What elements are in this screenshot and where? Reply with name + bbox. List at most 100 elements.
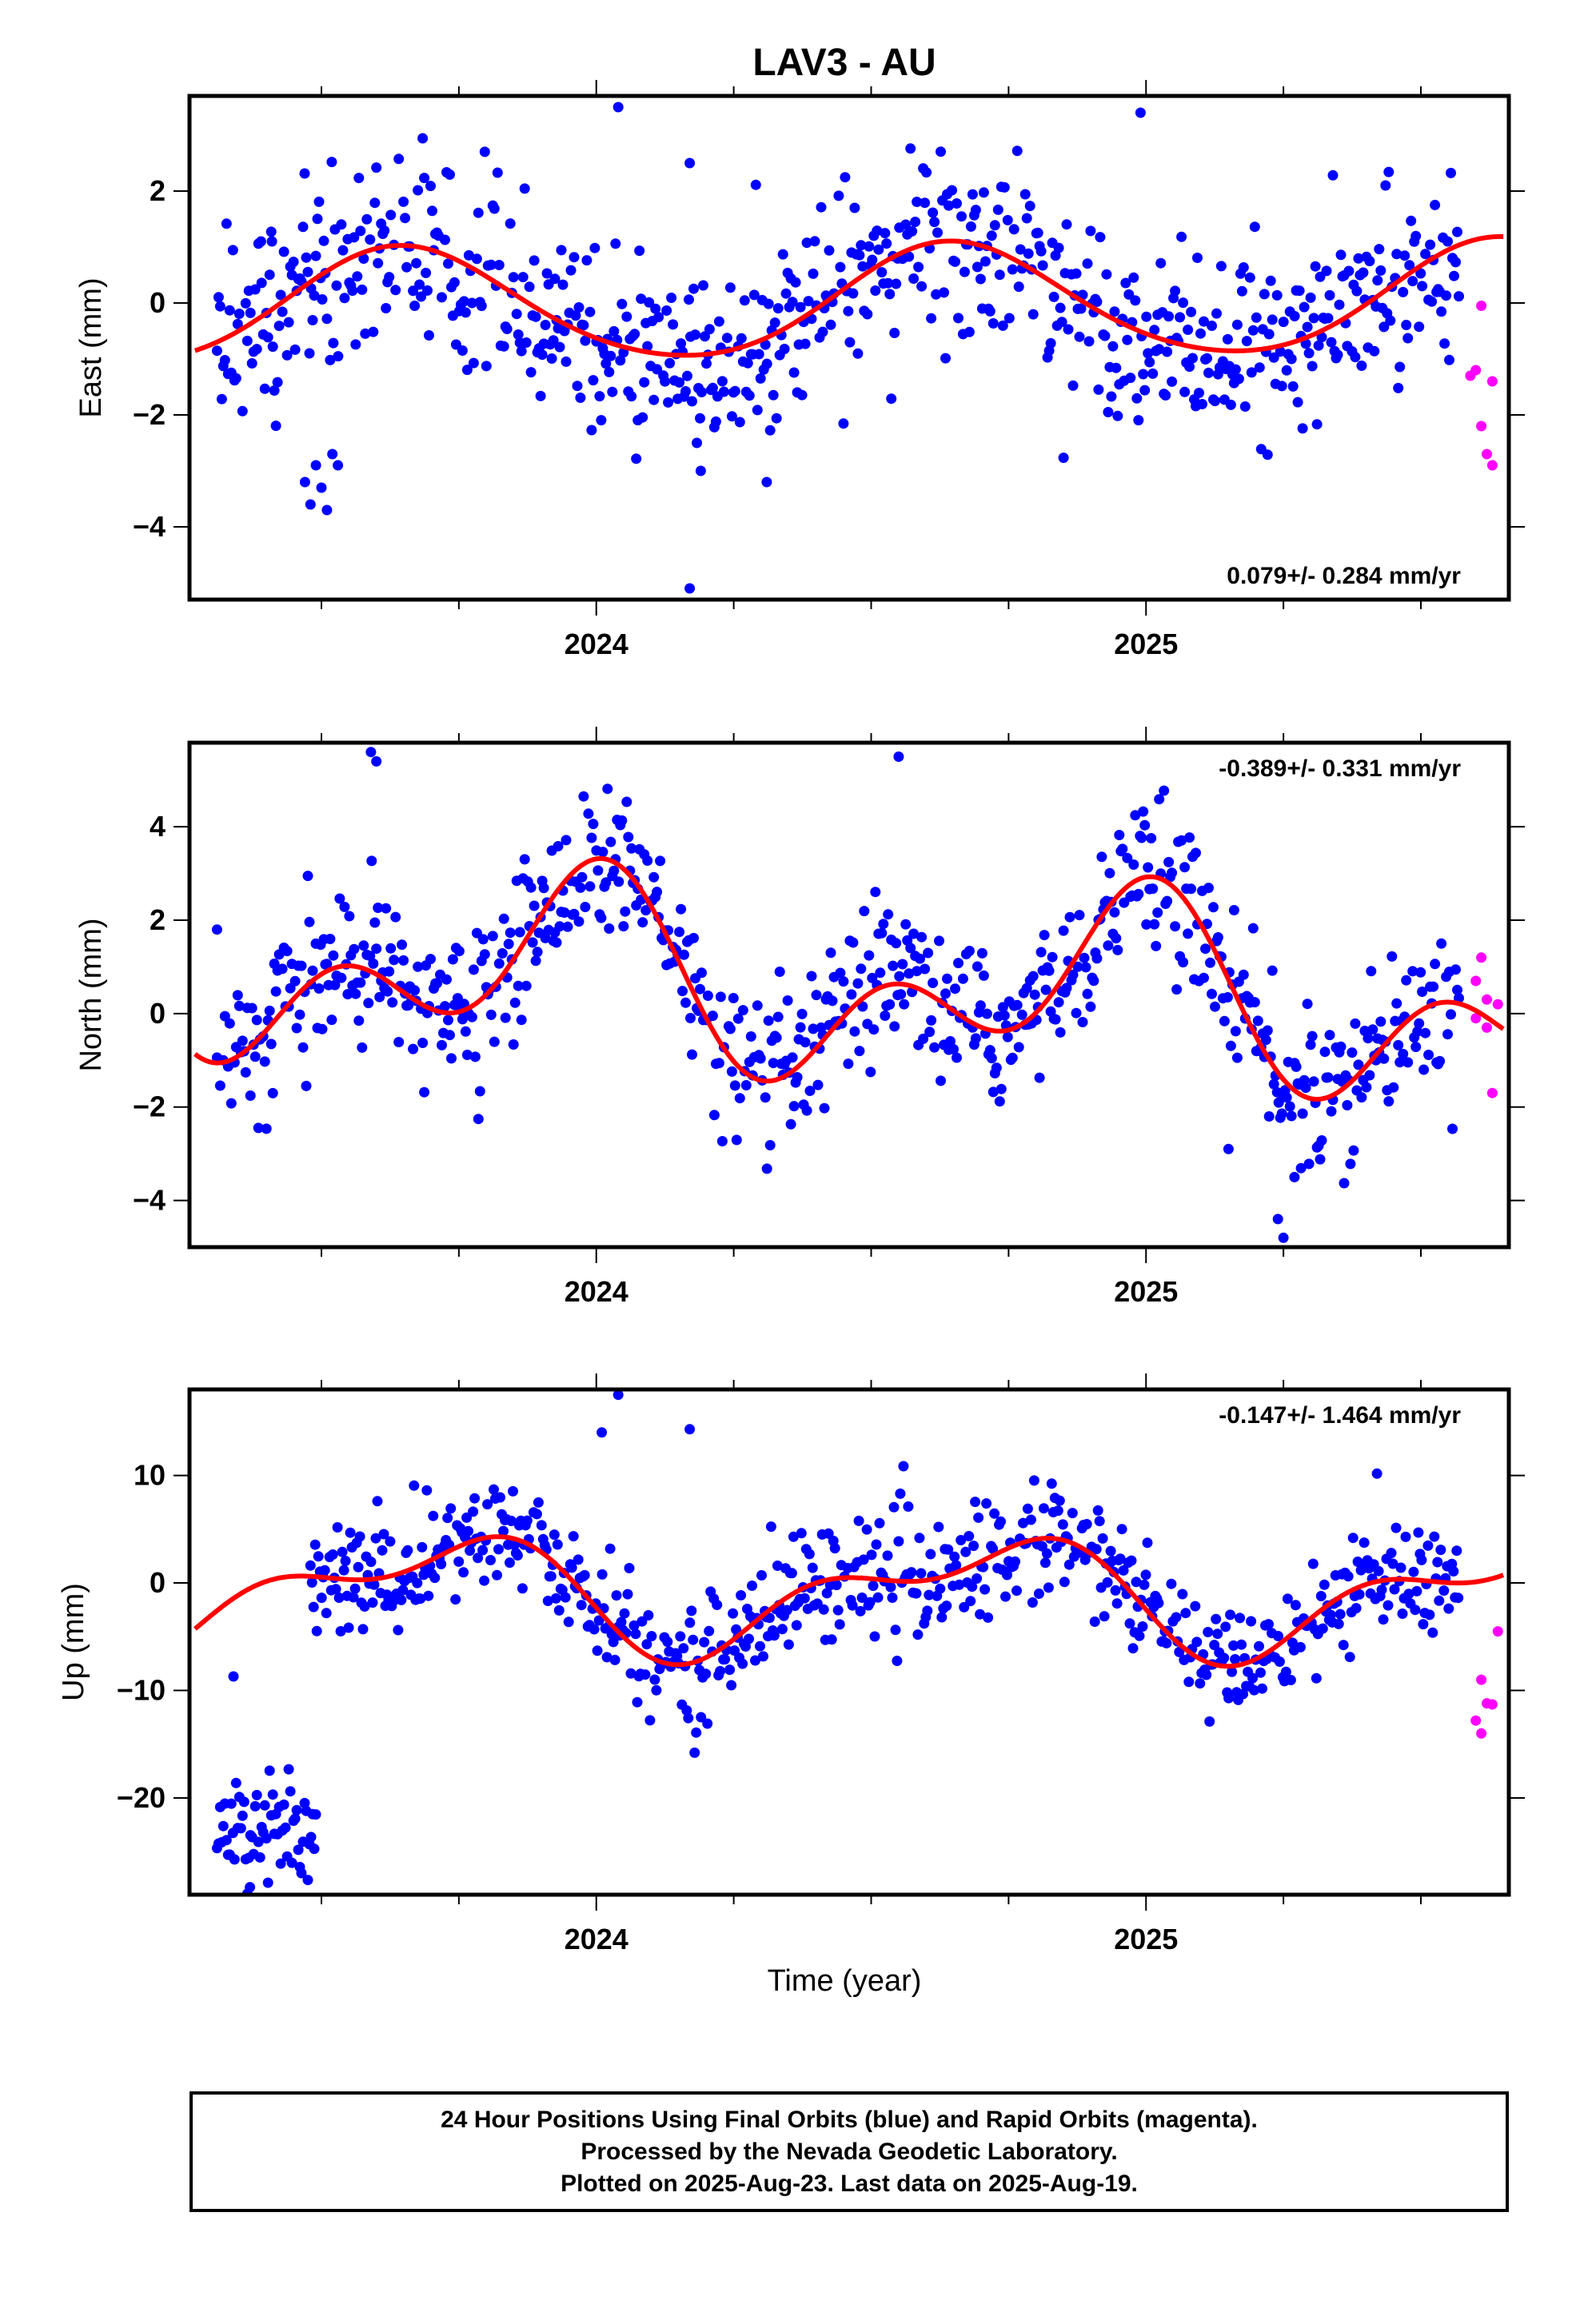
final-orbit-point xyxy=(417,1038,429,1048)
final-orbit-point xyxy=(360,328,371,339)
final-orbit-point xyxy=(1423,1050,1434,1060)
final-orbit-point xyxy=(600,877,612,888)
panel-2: 2024 2025 −4 −2 0 2 4 North (mm) -0.389+/- 0.331… xyxy=(74,727,1525,1308)
final-orbit-point xyxy=(530,955,541,967)
final-orbit-point xyxy=(687,1049,697,1060)
final-orbit-point xyxy=(884,999,896,1010)
final-orbit-point xyxy=(960,1546,972,1557)
final-orbit-point xyxy=(785,1118,796,1130)
final-orbit-point xyxy=(445,169,455,180)
final-orbit-point xyxy=(768,389,779,401)
final-orbit-point xyxy=(1452,984,1462,995)
final-orbit-point xyxy=(460,1026,471,1037)
final-orbit-point xyxy=(259,1800,270,1811)
final-orbit-point xyxy=(447,954,458,965)
final-orbit-point xyxy=(573,916,585,927)
final-orbit-point xyxy=(359,1601,370,1612)
final-orbit-point xyxy=(696,387,707,397)
final-orbit-point xyxy=(1251,312,1262,323)
final-orbit-point xyxy=(1074,910,1085,921)
final-orbit-point xyxy=(884,289,896,300)
final-orbit-point xyxy=(1154,344,1165,355)
final-orbit-point xyxy=(378,1529,389,1540)
final-orbit-point xyxy=(1289,1171,1300,1182)
final-orbit-point xyxy=(335,1626,346,1636)
final-orbit-point xyxy=(698,280,708,291)
final-orbit-point xyxy=(934,935,944,947)
final-orbit-point xyxy=(1114,830,1125,840)
final-orbit-point xyxy=(489,203,500,214)
final-orbit-point xyxy=(1125,373,1136,384)
final-orbit-point xyxy=(941,1600,952,1612)
final-orbit-point xyxy=(495,1492,505,1503)
final-orbit-point xyxy=(729,385,740,397)
final-orbit-point xyxy=(803,296,814,307)
final-orbit-point xyxy=(640,1669,651,1680)
final-orbit-point xyxy=(720,1654,731,1665)
final-orbit-point xyxy=(731,1624,742,1635)
final-orbit-point xyxy=(509,1540,520,1550)
final-orbit-point xyxy=(1219,1652,1230,1664)
final-orbit-point xyxy=(726,1066,737,1077)
final-orbit-point xyxy=(916,931,928,943)
final-orbit-point xyxy=(402,1545,413,1556)
final-orbit-point xyxy=(343,1622,354,1633)
final-orbit-point xyxy=(932,227,943,238)
final-orbit-point xyxy=(951,1560,962,1571)
final-orbit-point xyxy=(786,1568,797,1579)
final-orbit-point xyxy=(1323,1072,1334,1083)
final-orbit-point xyxy=(1386,1548,1397,1559)
final-orbit-point xyxy=(630,1628,641,1640)
final-orbit-point xyxy=(1093,384,1104,395)
final-orbit-point xyxy=(674,377,685,388)
final-orbit-point xyxy=(889,328,900,338)
final-orbit-point xyxy=(1180,1608,1191,1619)
final-orbit-point xyxy=(1171,984,1183,995)
final-orbit-point xyxy=(800,1037,811,1048)
final-orbit-point xyxy=(498,341,509,352)
final-orbit-point xyxy=(509,997,521,1008)
final-orbit-point xyxy=(1408,1566,1419,1577)
final-orbit-point xyxy=(479,146,490,157)
final-orbit-point xyxy=(1152,907,1163,918)
final-orbit-point xyxy=(446,1053,457,1064)
final-orbit-point xyxy=(892,1656,903,1666)
final-orbit-point xyxy=(707,1011,718,1022)
footer-line-1: 24 Hour Positions Using Final Orbits (bl… xyxy=(441,2106,1258,2133)
final-orbit-point xyxy=(278,246,289,257)
final-orbit-point xyxy=(1326,1106,1337,1117)
final-orbit-point xyxy=(1383,166,1394,177)
final-orbit-point xyxy=(1290,1600,1301,1611)
final-orbit-point xyxy=(1056,317,1067,328)
final-orbit-point xyxy=(325,934,336,944)
final-orbit-point xyxy=(650,303,661,314)
final-orbit-point xyxy=(684,1424,696,1435)
final-orbit-point xyxy=(214,1080,225,1091)
final-orbit-point xyxy=(1420,1027,1431,1038)
final-orbit-point xyxy=(458,1567,469,1578)
final-orbit-point xyxy=(1375,1016,1386,1027)
final-orbit-point xyxy=(675,1631,686,1642)
panel-frame xyxy=(187,94,1511,602)
final-orbit-point xyxy=(275,289,286,301)
final-orbit-point xyxy=(768,1630,780,1641)
final-orbit-point xyxy=(1212,1628,1223,1640)
final-orbit-point xyxy=(724,1664,736,1676)
final-orbit-point xyxy=(984,1045,995,1056)
final-orbit-point xyxy=(398,955,409,966)
final-orbit-point xyxy=(389,955,400,966)
final-orbit-point xyxy=(521,980,532,991)
final-orbit-point xyxy=(942,973,952,984)
final-orbit-point xyxy=(608,1636,619,1648)
final-orbit-point xyxy=(953,313,964,324)
final-orbit-point xyxy=(1259,289,1270,300)
final-orbit-point xyxy=(891,278,902,289)
final-orbit-point xyxy=(211,924,222,935)
final-orbit-point xyxy=(610,238,621,249)
final-orbit-point xyxy=(1167,867,1178,879)
final-orbit-point xyxy=(896,989,907,1000)
final-orbit-point xyxy=(1244,272,1255,283)
final-orbit-point xyxy=(933,1521,944,1533)
final-orbit-point xyxy=(363,998,374,1009)
final-orbit-point xyxy=(1418,1064,1430,1075)
